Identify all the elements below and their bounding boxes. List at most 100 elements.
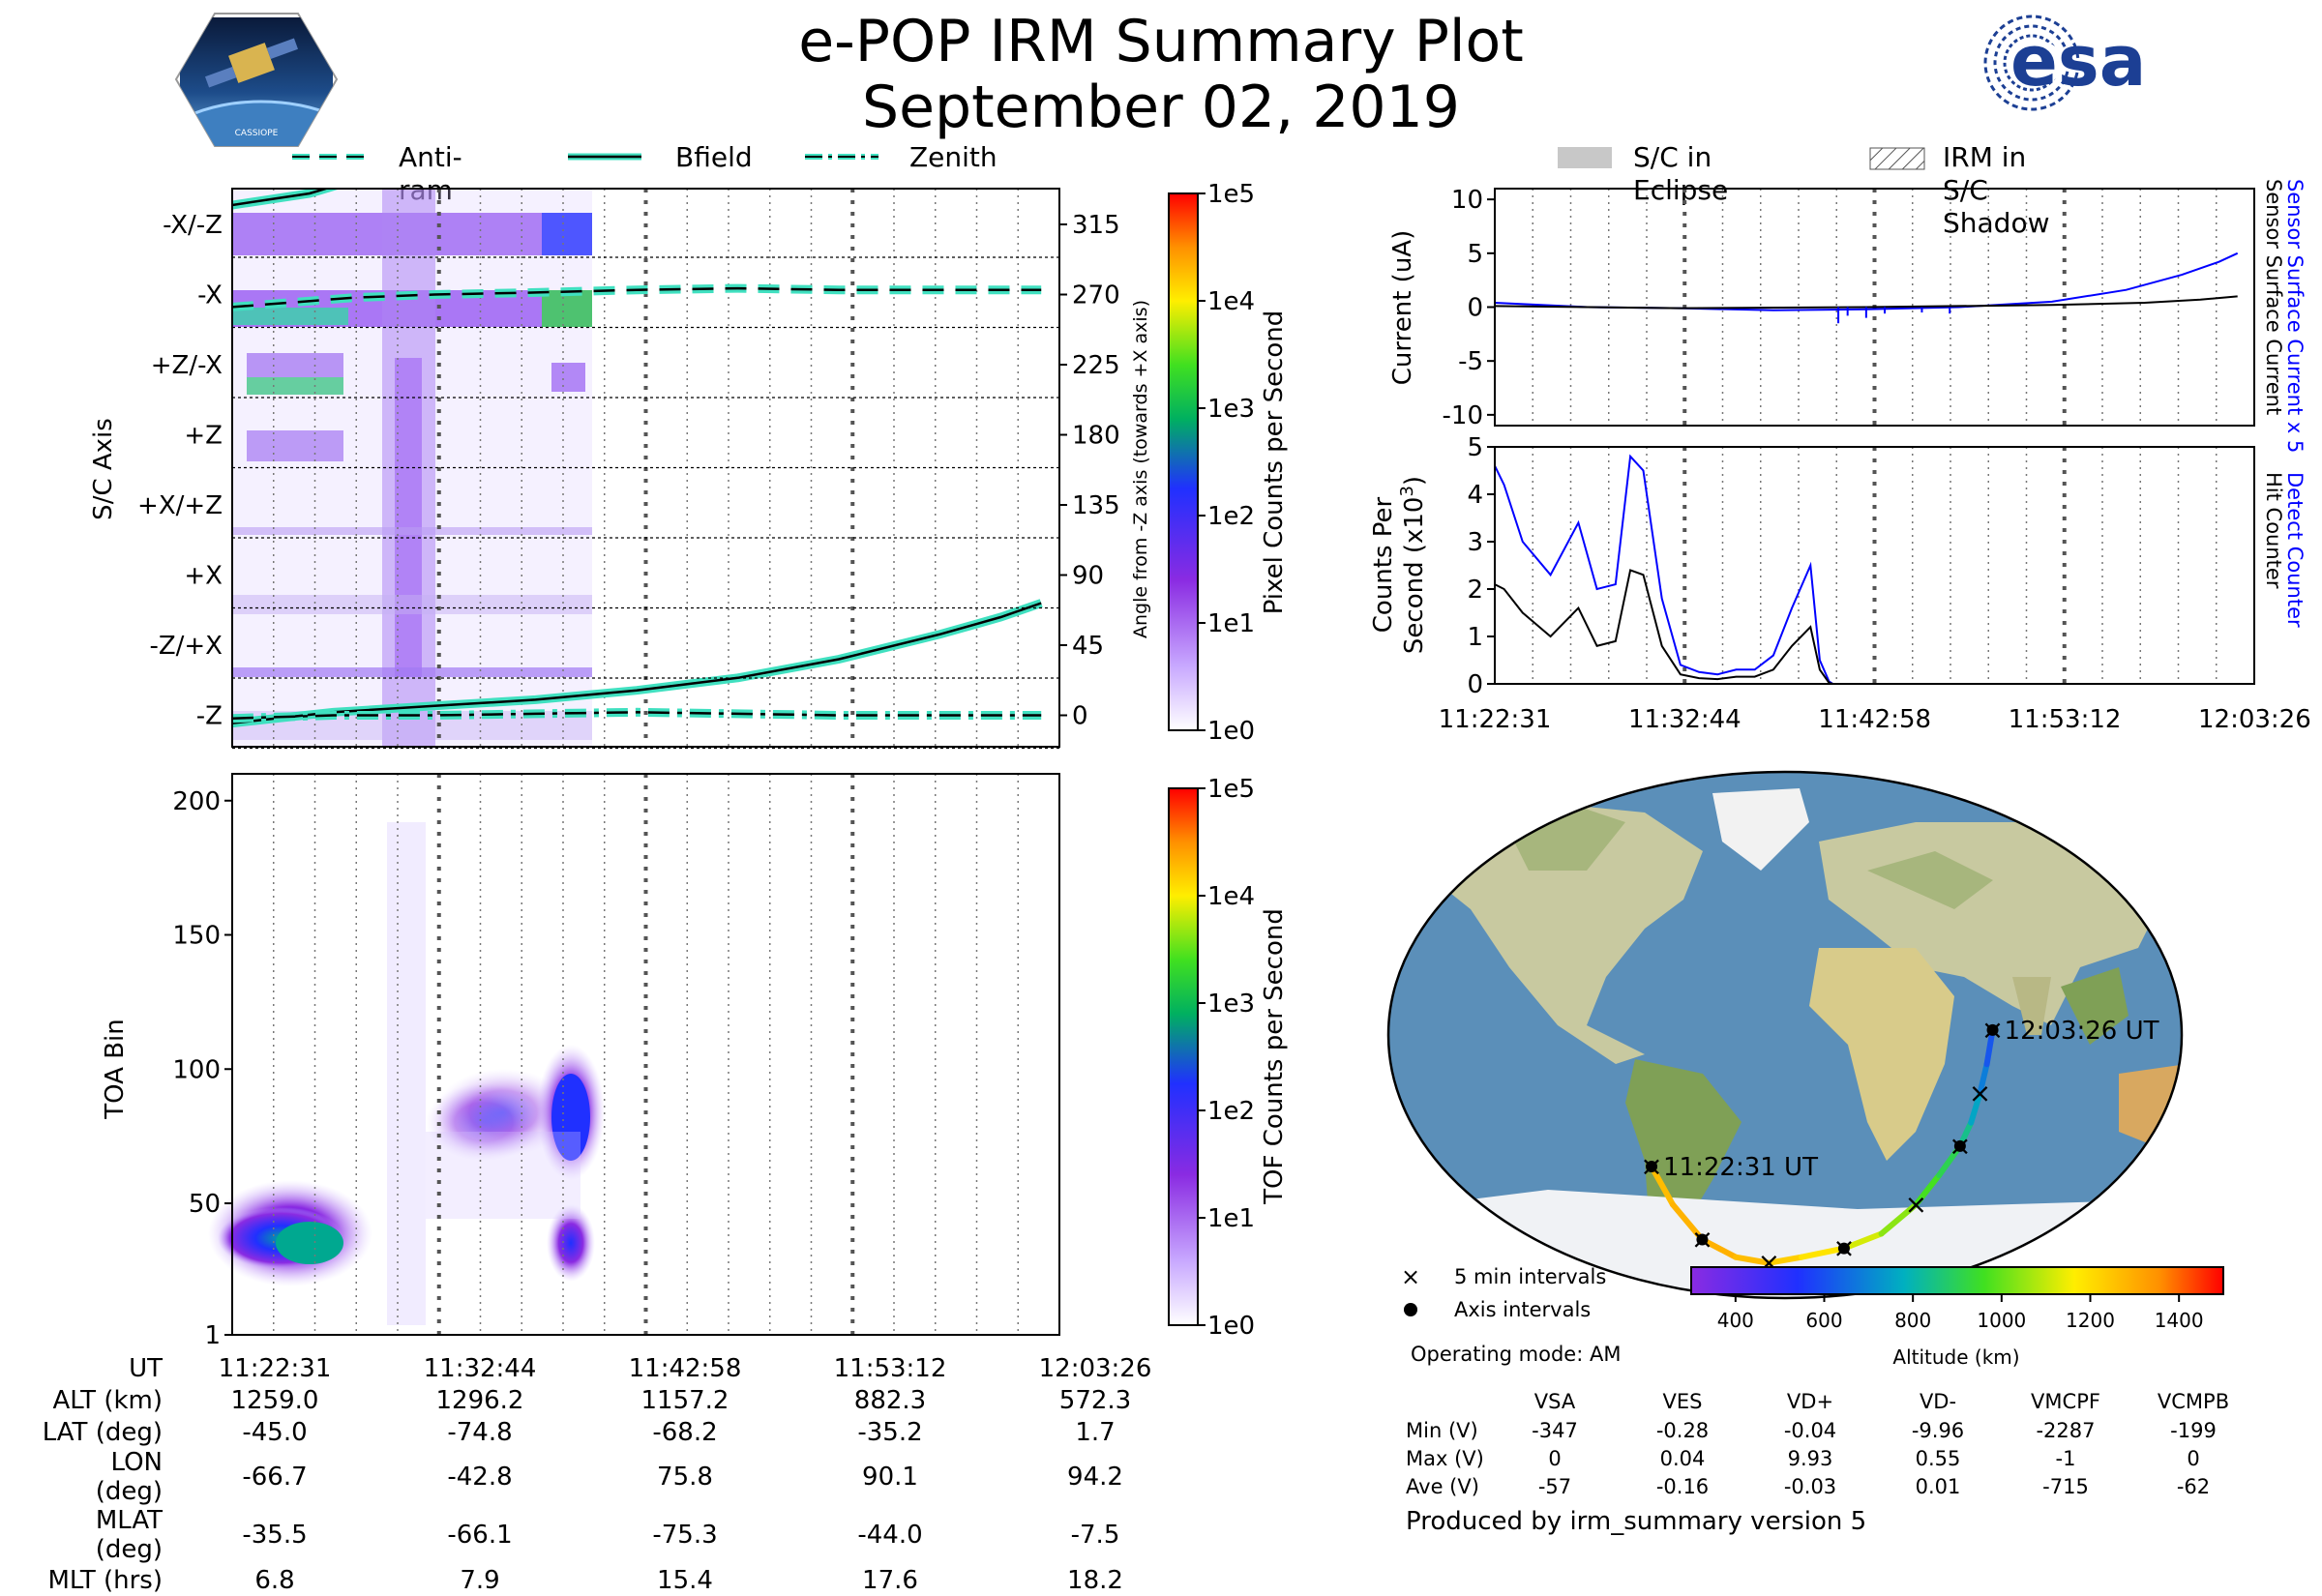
operating-mode: Operating mode: AM: [1411, 1343, 1622, 1366]
voltage-header-spacer: [1406, 1387, 1491, 1416]
angle-tick-label: 225: [1072, 351, 1120, 380]
counts-series-black-label: Hit Counter: [2262, 472, 2285, 589]
orbit-axis-marker: [1696, 1233, 1709, 1246]
toa-heatmap: [208, 822, 605, 1325]
counts-tick-label: 5: [1467, 433, 1483, 462]
orbit-5min-marker: ×: [1969, 1077, 1991, 1108]
position-cell: 1157.2: [640, 1385, 729, 1415]
orbit-axis-marker: [1837, 1242, 1850, 1255]
voltage-cell: -0.28: [1655, 1418, 1710, 1442]
axis-y2-labels: 315 270 225 180 135 90 45 0: [1059, 211, 1120, 731]
charts-canvas: -X/-Z-X+Z/-X+Z+X/+Z+X-Z/+X-Z 31527022518…: [89, 179, 2311, 1369]
axis-y2label: Angle from -Z axis (towards +X axis): [1130, 300, 1151, 638]
current-tick-label: -5: [1458, 347, 1483, 376]
voltage-cell: 0: [2187, 1446, 2200, 1470]
orbit-end-label: 12:03:26 UT: [2005, 1017, 2159, 1046]
toa-ylabel: TOA Bin: [101, 1019, 130, 1119]
orbit-axis-marker: [1953, 1139, 1966, 1152]
voltage-cell: -57: [1537, 1474, 1572, 1498]
axis-traces: [232, 189, 1043, 728]
position-cell: 15.4: [657, 1565, 713, 1595]
position-cell: -68.2: [652, 1417, 718, 1447]
orbit-5min-marker: ×: [1905, 1188, 1927, 1220]
colorbar-tick-label: 1e0: [1207, 1312, 1255, 1341]
current-tick-label: 0: [1467, 294, 1483, 323]
position-cell: -66.1: [447, 1521, 513, 1550]
position-cell: 75.8: [657, 1463, 713, 1492]
position-cell: 11:42:58: [628, 1353, 742, 1383]
altitude-colorbar-label: Altitude (km): [1892, 1345, 2019, 1369]
counts-tick-label: 0: [1467, 670, 1483, 699]
current-line: [1495, 251, 2239, 311]
voltage-cell: -1: [2055, 1446, 2076, 1470]
axis-category-label: -Z: [196, 702, 223, 731]
trace-bfield: [232, 602, 1042, 724]
position-cell: -45.0: [242, 1417, 308, 1447]
trace-zenith: [232, 711, 1042, 720]
current-tick-label: 5: [1467, 240, 1483, 269]
counts-tick-label: 3: [1467, 528, 1483, 557]
orbit-segment: [1733, 1254, 1772, 1266]
position-cell: 1.7: [1075, 1417, 1116, 1447]
orbit-segment: [1913, 1172, 1943, 1208]
pixel-colorbar: [1168, 192, 1199, 731]
axis-category-label: +Z/-X: [151, 351, 223, 380]
position-table-row: ALT (km) 1259.0 1296.2 1157.2 882.3 572.3: [39, 1384, 1198, 1416]
colorbar-tick-label: 1e3: [1207, 990, 1255, 1019]
trace-anti-ram: [232, 286, 1042, 309]
position-table-row: LAT (deg) -45.0 -74.8 -68.2 -35.2 1.7: [39, 1416, 1198, 1448]
position-cell: 90.1: [862, 1463, 918, 1492]
esa-logo-icon: esa: [1983, 15, 2146, 111]
cassiope-patch-icon: CASSIOPE: [174, 13, 339, 147]
orbit-start-label: 11:22:31 UT: [1663, 1153, 1818, 1182]
position-cell: -66.7: [242, 1463, 308, 1492]
counts-x-tick-label: 11:53:12: [2009, 705, 2122, 734]
counts-line: [1495, 569, 2238, 684]
voltage-row-label: Min (V): [1406, 1418, 1478, 1442]
orbit-segment: [1977, 1061, 1990, 1097]
colorbar-tick-label: 1e2: [1207, 502, 1255, 531]
orbit-segment: [1699, 1236, 1740, 1260]
orbit-segment: [1840, 1230, 1885, 1252]
plot-title: e-POP IRM Summary Plot: [798, 8, 1524, 75]
position-row-label: UT: [129, 1353, 163, 1383]
voltage-cell: -0.16: [1655, 1474, 1710, 1498]
esa-logo-text: esa: [2010, 20, 2146, 102]
colorbar-tick-label: 1e5: [1207, 775, 1255, 804]
voltage-column-header: VMCPF: [2031, 1390, 2100, 1413]
altitude-tick-label: 1000: [1977, 1309, 2026, 1332]
counts-tick-label: 4: [1467, 481, 1483, 510]
orbit-segment: [1878, 1201, 1920, 1237]
colorbar-tick-label: 1e1: [1207, 609, 1255, 638]
position-row-label: MLT (hrs): [47, 1565, 164, 1595]
altitude-tick-label: 1200: [2066, 1309, 2115, 1332]
voltage-cell: -0.03: [1783, 1474, 1837, 1498]
position-table-row: LON (deg) -66.7 -42.8 75.8 90.1 94.2: [39, 1448, 1198, 1506]
position-cell: 882.3: [853, 1385, 927, 1415]
current-series-blue-label: Sensor Surface Current x 5: [2283, 179, 2307, 453]
position-cell: -7.5: [1070, 1521, 1120, 1550]
legend-5min: 5 min intervals: [1454, 1265, 1607, 1288]
counts-tick-label: 2: [1467, 576, 1483, 605]
angle-tick-label: 135: [1072, 491, 1120, 520]
axis-category-label: -X/-Z: [163, 211, 223, 240]
position-cell: 11:22:31: [218, 1353, 332, 1383]
axis-category-label: +Z: [184, 422, 223, 451]
pixel-colorbar-ticks: 1e5 1e4 1e3 1e2 1e1 1e0: [1198, 180, 1255, 746]
current-series-black-label: Sensor Surface Current: [2262, 179, 2285, 415]
position-table-row: MLAT (deg) -35.5 -66.1 -75.3 -44.0 -7.5: [39, 1506, 1198, 1564]
orbit-segment: [1936, 1142, 1963, 1179]
current-y-labels: 10 5 0 -5 -10: [1443, 186, 1495, 430]
svg-text:Second (x103): Second (x103): [1397, 476, 1430, 654]
footer-text: Produced by irm_summary version 5: [1406, 1507, 1867, 1536]
axis-category-label: -X: [197, 281, 223, 310]
voltage-cell: -2287: [2036, 1418, 2096, 1442]
tof-colorbar: [1168, 787, 1199, 1326]
altitude-colorbar-ticks: 400 600 800 1000 1200 1400: [1717, 1294, 2204, 1332]
voltage-table-row: Min (V) -347 -0.28 -0.04 -9.96 -2287 -199: [1406, 1416, 2257, 1444]
position-cell: 17.6: [862, 1565, 918, 1595]
dot-marker-icon: [1404, 1303, 1417, 1316]
colorbar-tick-label: 1e2: [1207, 1097, 1255, 1126]
colorbar-tick-label: 1e4: [1207, 882, 1255, 911]
position-cell: -35.5: [242, 1521, 308, 1550]
